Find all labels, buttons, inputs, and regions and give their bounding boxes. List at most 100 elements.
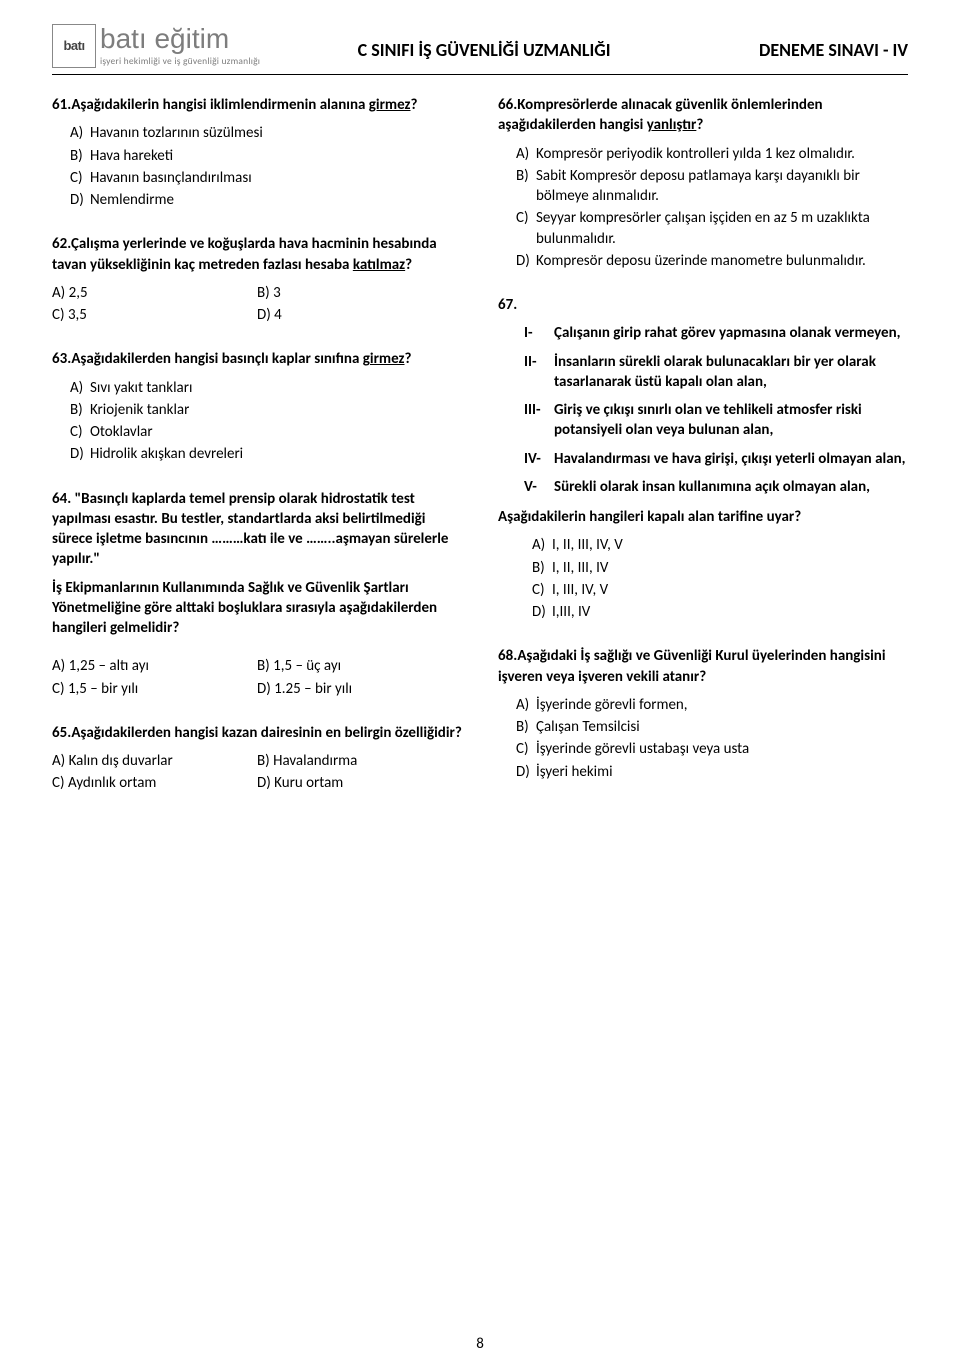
option-text: D) 1.25 – bir yılı <box>257 679 352 699</box>
q67-option-a: A)I, II, III, IV, V <box>532 535 908 555</box>
left-column: 61.Aşağıdakilerin hangisi iklimlendirmen… <box>52 95 462 818</box>
q67-item-ii: II-İnsanların sürekli olarak bulunacakla… <box>524 352 908 393</box>
spacer <box>52 646 462 656</box>
q66-option-d: D)Kompresör deposu üzerinde manometre bu… <box>516 251 908 271</box>
roman-numeral: III- <box>524 400 554 441</box>
logo-block: batı batı eğitim işyeri hekimliği ve iş … <box>52 24 260 68</box>
q65-stem: 65.Aşağıdakilerden hangisi kazan dairesi… <box>52 723 462 743</box>
q67-option-b: B)I, II, III, IV <box>532 558 908 578</box>
q62-stem-underline: katılmaz <box>353 256 405 274</box>
q67-tail: Aşağıdakilerin hangileri kapalı alan tar… <box>498 507 908 527</box>
q63-stem-text: 63.Aşağıdakilerden hangisi basınçlı kapl… <box>52 350 363 368</box>
q66-options: A)Kompresör periyodik kontrolleri yılda … <box>498 144 908 272</box>
question-67: 67. I-Çalışanın girip rahat görev yapmas… <box>498 295 908 622</box>
option-text: Havanın tozlarının süzülmesi <box>90 123 263 143</box>
option-text: İşyeri hekimi <box>536 762 613 782</box>
q63-stem-underline: girmez <box>363 350 405 368</box>
option-text: Nemlendirme <box>90 190 174 210</box>
q66-stem: 66.Kompresörlerde alınacak güvenlik önle… <box>498 95 908 136</box>
q66-stem-after: ? <box>696 116 703 134</box>
option-text: Çalışan Temsilcisi <box>536 717 640 737</box>
q65-option-d: D) Kuru ortam <box>257 773 462 793</box>
q65-option-a: A) Kalın dış duvarlar <box>52 751 257 771</box>
q68-option-a: A)İşyerinde görevli formen, <box>516 695 908 715</box>
option-text: C) 1,5 – bir yılı <box>52 679 138 699</box>
option-text: A) 1,25 – altı ayı <box>52 656 149 676</box>
q66-stem-underline: yanlıştır <box>647 116 697 134</box>
header-rule <box>52 74 908 75</box>
option-label: A) <box>516 695 536 715</box>
q67-item-iii: III-Giriş ve çıkışı sınırlı olan ve tehl… <box>524 400 908 441</box>
option-text: D) 4 <box>257 305 282 325</box>
q62-options: A) 2,5 B) 3 C) 3,5 D) 4 <box>52 283 462 326</box>
q67-options: A)I, II, III, IV, V B)I, II, III, IV C)I… <box>498 535 908 622</box>
q67-item-iv: IV-Havalandırması ve hava girişi, çıkışı… <box>524 449 908 469</box>
q63-stem: 63.Aşağıdakilerden hangisi basınçlı kapl… <box>52 349 462 369</box>
content-columns: 61.Aşağıdakilerin hangisi iklimlendirmen… <box>52 95 908 818</box>
item-text: Sürekli olarak insan kullanımına açık ol… <box>554 477 870 497</box>
option-label: B) <box>532 558 552 578</box>
q64-options: A) 1,25 – altı ayı B) 1,5 – üç ayı C) 1,… <box>52 656 462 699</box>
q61-stem-text: 61.Aşağıdakilerin hangisi iklimlendirmen… <box>52 96 369 114</box>
q67-item-i: I-Çalışanın girip rahat görev yapmasına … <box>524 323 908 343</box>
question-68: 68.Aşağıdaki İş sağlığı ve Güvenliği Kur… <box>498 646 908 782</box>
q68-option-c: C)İşyerinde görevli ustabaşı veya usta <box>516 739 908 759</box>
roman-numeral: V- <box>524 477 554 497</box>
option-text: I, II, III, IV, V <box>552 535 623 555</box>
q63-option-a: A)Sıvı yakıt tankları <box>70 378 462 398</box>
q68-option-b: B)Çalışan Temsilcisi <box>516 717 908 737</box>
roman-numeral: I- <box>524 323 554 343</box>
roman-numeral: IV- <box>524 449 554 469</box>
q65-option-b: B) Havalandırma <box>257 751 462 771</box>
header: batı batı eğitim işyeri hekimliği ve iş … <box>52 24 908 68</box>
q61-options: A)Havanın tozlarının süzülmesi B)Hava ha… <box>52 123 462 210</box>
option-text: İşyerinde görevli ustabaşı veya usta <box>536 739 749 759</box>
option-label: D) <box>516 251 536 271</box>
q64-para2: İş Ekipmanlarının Kullanımında Sağlık ve… <box>52 578 462 639</box>
option-text: Hava hareketi <box>90 146 173 166</box>
q62-option-c: C) 3,5 <box>52 305 257 325</box>
option-text: Seyyar kompresörler çalışan işçiden en a… <box>536 208 908 249</box>
option-text: Havanın basınçlandırılması <box>90 168 252 188</box>
q64-option-d: D) 1.25 – bir yılı <box>257 679 462 699</box>
option-label: A) <box>70 378 90 398</box>
option-label: A) <box>516 144 536 164</box>
item-text: Giriş ve çıkışı sınırlı olan ve tehlikel… <box>554 400 908 441</box>
option-label: B) <box>516 717 536 737</box>
option-text: I, III, IV, V <box>552 580 608 600</box>
q63-option-c: C)Otoklavlar <box>70 422 462 442</box>
q66-option-a: A)Kompresör periyodik kontrolleri yılda … <box>516 144 908 164</box>
option-text: Sabit Kompresör deposu patlamaya karşı d… <box>536 166 908 207</box>
q61-stem-underline: girmez <box>369 96 411 114</box>
q68-stem: 68.Aşağıdaki İş sağlığı ve Güvenliği Kur… <box>498 646 908 687</box>
logo-text-block: batı eğitim işyeri hekimliği ve iş güven… <box>100 25 260 68</box>
q64-para1: 64. "Basınçlı kaplarda temel prensip ola… <box>52 489 462 570</box>
page-number: 8 <box>0 1334 960 1354</box>
option-label: A) <box>70 123 90 143</box>
q65-options: A) Kalın dış duvarlar B) Havalandırma C)… <box>52 751 462 794</box>
q63-stem-after: ? <box>404 350 411 368</box>
q61-option-a: A)Havanın tozlarının süzülmesi <box>70 123 462 143</box>
item-text: Çalışanın girip rahat görev yapmasına ol… <box>554 323 901 343</box>
q67-roman-list: I-Çalışanın girip rahat görev yapmasına … <box>498 323 908 497</box>
question-64: 64. "Basınçlı kaplarda temel prensip ola… <box>52 489 462 699</box>
option-label: C) <box>70 168 90 188</box>
option-text: I, II, III, IV <box>552 558 608 578</box>
option-label: C) <box>532 580 552 600</box>
q61-option-b: B)Hava hareketi <box>70 146 462 166</box>
question-65: 65.Aşağıdakilerden hangisi kazan dairesi… <box>52 723 462 794</box>
option-text: B) Havalandırma <box>257 751 357 771</box>
option-label: B) <box>70 400 90 420</box>
q65-option-c: C) Aydınlık ortam <box>52 773 257 793</box>
q66-option-b: B)Sabit Kompresör deposu patlamaya karşı… <box>516 166 908 207</box>
option-label: C) <box>70 422 90 442</box>
option-label: D) <box>532 602 552 622</box>
option-label: C) <box>516 739 536 759</box>
q66-option-c: C)Seyyar kompresörler çalışan işçiden en… <box>516 208 908 249</box>
q68-option-d: D)İşyeri hekimi <box>516 762 908 782</box>
option-label: C) <box>516 208 536 249</box>
option-text: Hidrolik akışkan devreleri <box>90 444 243 464</box>
question-63: 63.Aşağıdakilerden hangisi basınçlı kapl… <box>52 349 462 464</box>
option-text: Otoklavlar <box>90 422 153 442</box>
q62-option-d: D) 4 <box>257 305 462 325</box>
